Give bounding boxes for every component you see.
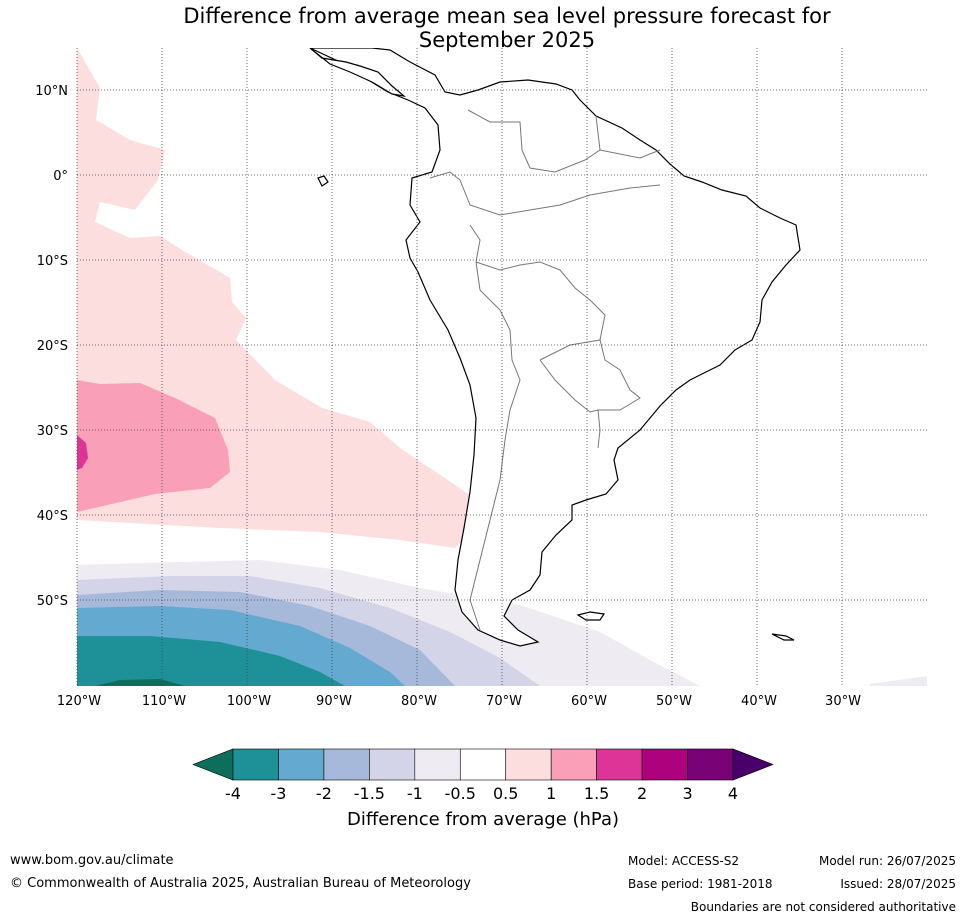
latitude-labels: 10°N 0° 10°S 20°S 30°S 40°S 50°S (35, 84, 68, 609)
anomaly-minus-0.5-southeast (870, 676, 927, 686)
colorbar-tick-label: 2 (637, 784, 647, 803)
lon-label: 90°W (316, 694, 352, 709)
footer-disclaimer: Boundaries are not considered authoritat… (690, 900, 956, 914)
lon-label: 70°W (486, 694, 522, 709)
colorbar-tick-label: 1 (546, 784, 556, 803)
colorbar: -4 -3 -2 -1.5 -1 -0.5 0.5 1 1.5 2 3 4 (192, 748, 774, 803)
lon-label: 110°W (142, 694, 186, 709)
footer-issued: Issued: 28/07/2025 (840, 877, 956, 891)
anomaly-below-minus-4-region (95, 679, 185, 686)
anomaly-1.5-to-2-region (77, 435, 88, 470)
colorbar-tick-label: 4 (728, 784, 738, 803)
title-line-1: Difference from average mean sea level p… (183, 4, 831, 28)
colorbar-title: Difference from average (hPa) (347, 809, 619, 830)
colorbar-tick-label: 3 (682, 784, 692, 803)
anomaly-1-to-1.5-region (77, 380, 230, 512)
lon-label: 60°W (571, 694, 607, 709)
galapagos-outline (317, 175, 329, 187)
footer-copyright: © Commonwealth of Australia 2025, Austra… (10, 876, 471, 891)
colorbar-tick-label: -1 (407, 784, 423, 803)
lat-label: 10°S (37, 254, 68, 269)
colorbar-swatch (596, 748, 643, 781)
footer-model: Model: ACCESS-S2 (628, 854, 740, 868)
lon-label: 30°W (825, 694, 861, 709)
footer-base-period: Base period: 1981-2018 (628, 877, 773, 891)
lat-label: 0° (53, 169, 68, 184)
lat-label: 30°S (37, 424, 68, 439)
lon-label: 50°W (656, 694, 692, 709)
colorbar-swatch (414, 748, 461, 781)
lat-label: 20°S (37, 339, 68, 354)
colorbar-tick-label: -3 (270, 784, 286, 803)
anomaly-minus-3-to-minus-4-region (77, 636, 345, 686)
south-georgia-outline (771, 633, 795, 641)
longitude-labels: 120°W 110°W 100°W 90°W 80°W 70°W 60°W 50… (57, 694, 861, 709)
colorbar-tick-label: -2 (316, 784, 332, 803)
colorbar-swatch (687, 748, 734, 781)
central-america-outline (309, 48, 407, 97)
lat-label: 50°S (37, 594, 68, 609)
map-title: Difference from average mean sea level p… (0, 4, 965, 52)
footer-website[interactable]: www.bom.gov.au/climate (10, 853, 174, 868)
title-line-2: September 2025 (418, 28, 596, 52)
colorbar-swatch (550, 748, 597, 781)
country-borders (429, 109, 661, 631)
colorbar-swatch (459, 748, 507, 781)
colorbar-swatch (232, 748, 279, 781)
colorbar-tick-label: -1.5 (354, 784, 385, 803)
colorbar-swatch (369, 748, 416, 781)
lon-label: 80°W (401, 694, 437, 709)
lon-label: 100°W (227, 694, 271, 709)
colorbar-swatch (323, 748, 370, 781)
colorbar-extend-low (192, 748, 234, 781)
lat-label: 10°N (35, 84, 68, 99)
lon-label: 40°W (741, 694, 777, 709)
colorbar-swatch (278, 748, 325, 781)
falkland-islands-outline (576, 611, 606, 621)
colorbar-swatch (505, 748, 552, 781)
colorbar-swatch (641, 748, 688, 781)
lon-label: 120°W (57, 694, 101, 709)
coastlines (309, 48, 801, 647)
colorbar-tick-label: 1.5 (584, 784, 609, 803)
lat-label: 40°S (37, 509, 68, 524)
footer-model-run: Model run: 26/07/2025 (818, 854, 956, 868)
colorbar-tick-label: -0.5 (445, 784, 476, 803)
colorbar-extend-high (732, 748, 774, 781)
anomaly-fields (77, 48, 927, 686)
colorbar-tick-label: 0.5 (493, 784, 518, 803)
colorbar-tick-label: -4 (225, 784, 241, 803)
south-america-outline (309, 48, 801, 647)
graticule (76, 48, 927, 686)
